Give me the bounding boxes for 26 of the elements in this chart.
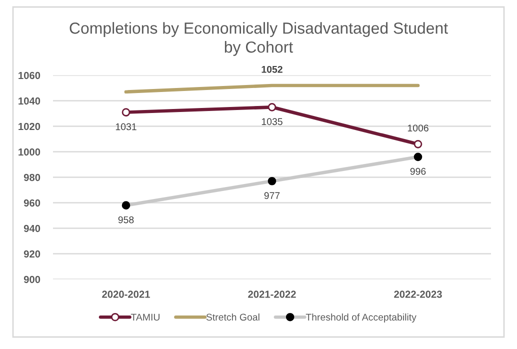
y-tick-label: 960 [24,199,40,207]
data-label: 1031 [116,123,136,130]
y-tick-label: 1000 [18,148,40,156]
y-tick-label: 940 [24,224,40,232]
data-label: 977 [264,192,280,200]
chart-title: Completions by Economically Disadvantaged Student by Cohort [70,22,448,56]
legend-label: TAMIU [130,314,160,321]
legend-label: Threshold of Acceptability [306,313,416,323]
point [414,140,422,148]
data-label: 1052 [262,66,282,73]
y-tick-label: 920 [24,250,40,258]
data-label: 958 [118,216,134,224]
x-tick-label: 2020-2021 [102,290,150,298]
data-label: 1006 [408,124,428,132]
y-tick-label: 1020 [18,122,40,130]
data-label: 1035 [262,118,282,126]
point [268,103,276,112]
legend-label: Stretch Goal [206,313,260,321]
data-label: 996 [410,168,426,175]
y-tick-label: 980 [24,174,40,182]
y-tick-label: 1060 [18,72,40,80]
x-tick-label: 2021-2022 [248,290,296,298]
y-tick-label: 900 [24,276,40,284]
y-tick-label: 1040 [18,97,40,105]
x-tick-label: 2022-2023 [394,290,442,298]
point [122,108,130,116]
